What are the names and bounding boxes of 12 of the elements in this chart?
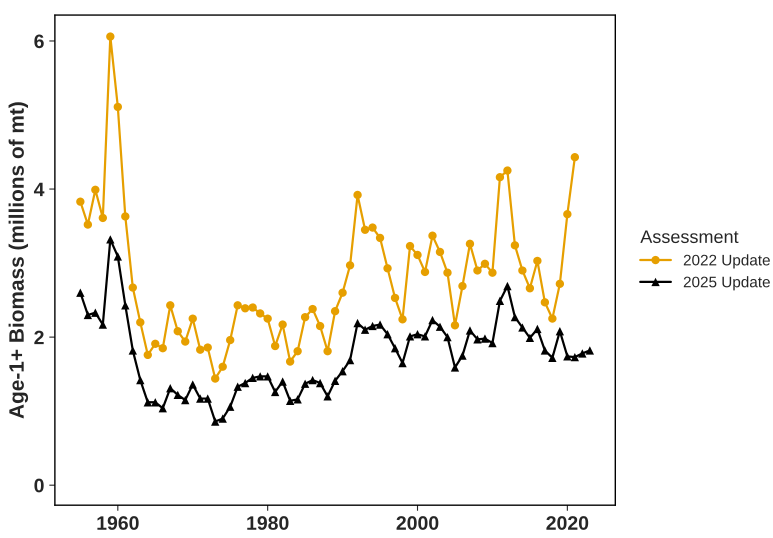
legend-label: 2025 Update bbox=[684, 276, 770, 290]
y-tick-label: 0 bbox=[34, 478, 44, 492]
y-tick-label: 6 bbox=[34, 34, 44, 48]
x-tick-label: 2020 bbox=[546, 516, 588, 530]
y-tick-label: 2 bbox=[34, 330, 44, 344]
x-tick-label: 2000 bbox=[396, 516, 438, 530]
x-tick-label: 1960 bbox=[97, 516, 139, 530]
legend-label: 2022 Update bbox=[684, 254, 770, 269]
y-tick-label: 4 bbox=[34, 182, 44, 196]
legend-title: Assessment bbox=[640, 230, 738, 244]
x-tick-label: 1980 bbox=[247, 516, 288, 530]
y-axis-title: Age-1+ Biomass (millions of mt) bbox=[8, 102, 28, 418]
